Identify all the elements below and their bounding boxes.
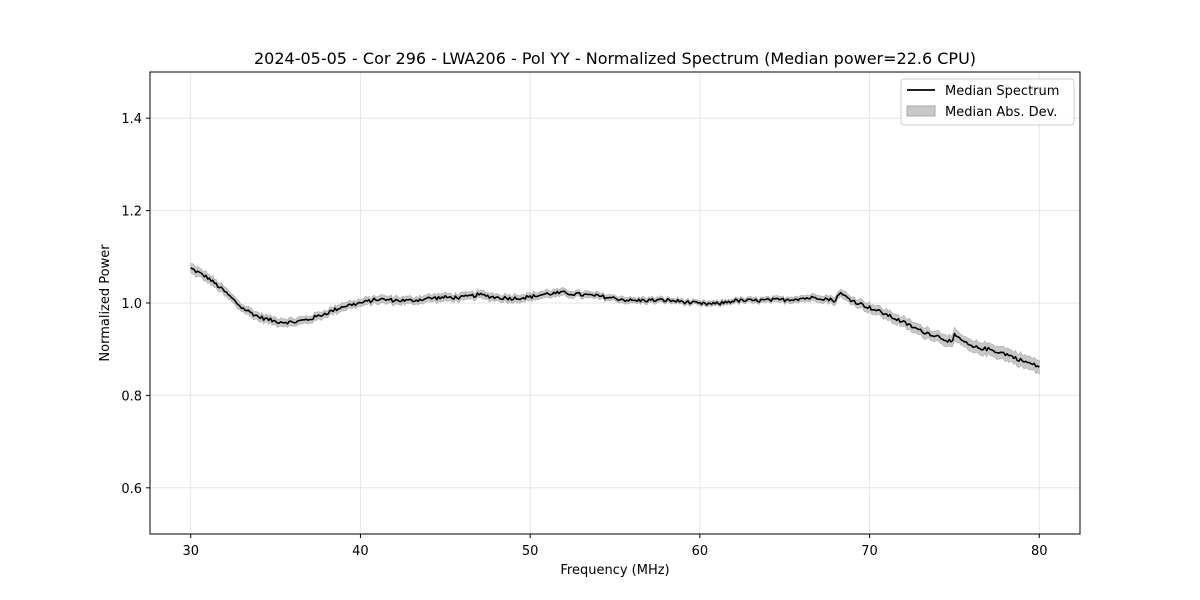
legend-label-median-spectrum: Median Spectrum	[945, 84, 1059, 99]
legend-band-swatch	[906, 105, 936, 117]
mad-band-layer	[190, 263, 1040, 376]
legend-label-median-abs-dev: Median Abs. Dev.	[945, 105, 1057, 120]
legend-box	[900, 78, 1075, 126]
chart-title: 2024-05-05 - Cor 296 - LWA206 - Pol YY -…	[254, 49, 976, 68]
y-tick-label: 0.8	[121, 389, 142, 404]
median-abs-dev-band	[190, 263, 1040, 376]
x-tick-label: 70	[861, 544, 878, 559]
median-line-layer	[190, 267, 1040, 368]
x-tick-label: 50	[522, 544, 539, 559]
x-tick-label: 40	[352, 544, 369, 559]
x-axis: 30 40 50 60 70 80	[182, 534, 1048, 559]
y-axis-label: Normalized Power	[98, 244, 113, 362]
y-tick-label: 1.0	[121, 297, 142, 312]
y-tick-label: 0.6	[121, 482, 142, 497]
grid	[150, 72, 1080, 534]
median-spectrum-line	[190, 267, 1040, 368]
x-tick-label: 30	[182, 544, 199, 559]
y-tick-label: 1.4	[121, 112, 142, 127]
y-tick-label: 1.2	[121, 205, 142, 220]
x-tick-label: 80	[1031, 544, 1048, 559]
x-axis-label: Frequency (MHz)	[560, 563, 669, 578]
y-axis: 0.6 0.8 1.0 1.2 1.4	[121, 112, 150, 497]
x-tick-label: 60	[692, 544, 709, 559]
legend: Median Spectrum Median Abs. Dev.	[900, 78, 1075, 126]
